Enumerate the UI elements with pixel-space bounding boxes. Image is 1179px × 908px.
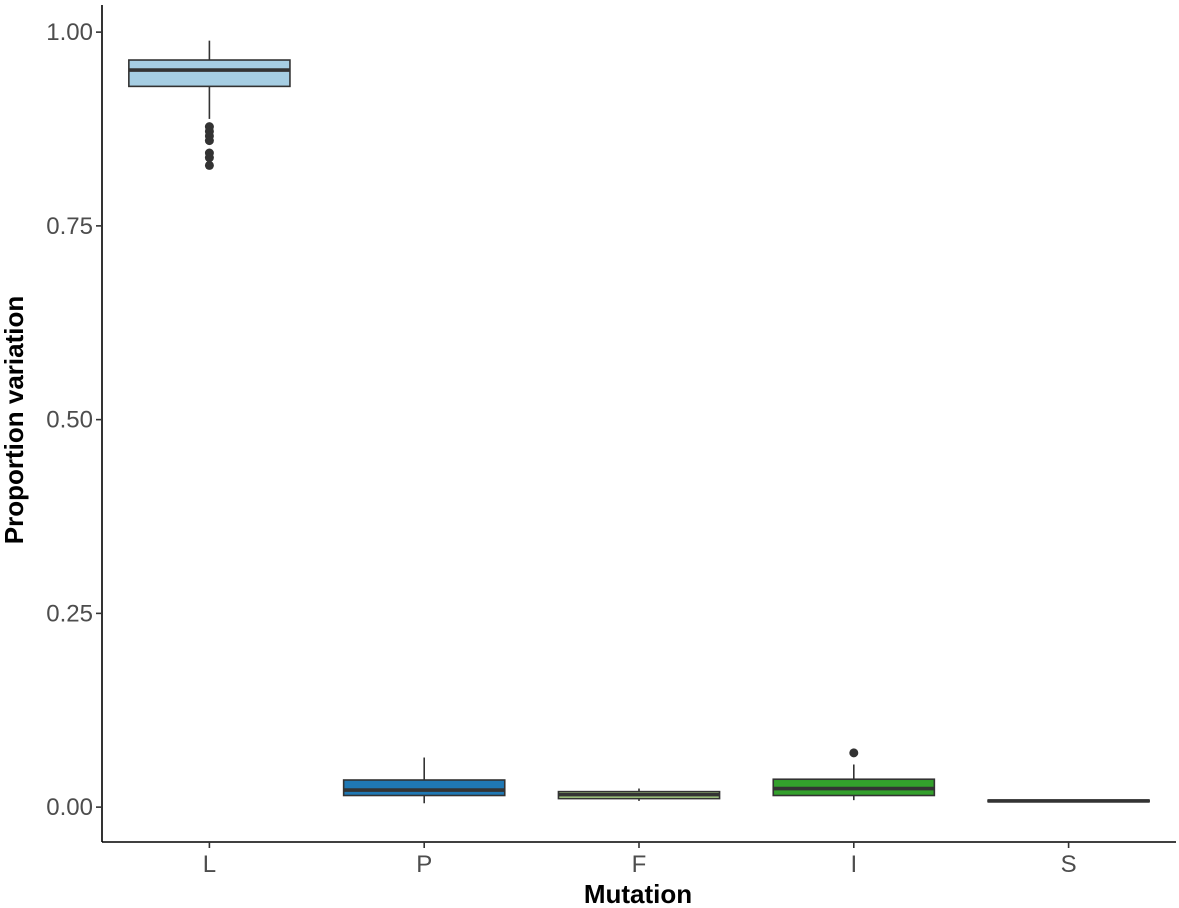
- x-tick-label-F: F: [632, 851, 647, 878]
- outlier-L-5: [204, 153, 214, 163]
- y-tick-label-0: 0.00: [46, 794, 93, 821]
- y-tick-label-3: 0.75: [46, 213, 93, 240]
- x-tick-label-S: S: [1061, 851, 1077, 878]
- y-tick-label-4: 1.00: [46, 19, 93, 46]
- axes: 0.00 0.25 0.50 0.75 1.00 L P F I S: [46, 5, 1176, 878]
- outlier-L-3: [204, 136, 214, 146]
- x-axis-title: Mutation: [584, 879, 692, 908]
- y-tick-label-1: 0.25: [46, 600, 93, 627]
- x-tick-label-I: I: [850, 851, 857, 878]
- outlier-L-6: [204, 160, 214, 170]
- x-tick-label-P: P: [416, 851, 432, 878]
- plot-marks: [128, 40, 1150, 804]
- outlier-I-0: [849, 748, 859, 758]
- box-P: [342, 779, 506, 797]
- y-tick-label-2: 0.50: [46, 407, 93, 434]
- y-axis-title: Proportion variation: [0, 296, 29, 544]
- x-tick-label-L: L: [203, 851, 216, 878]
- box-L: [128, 59, 291, 88]
